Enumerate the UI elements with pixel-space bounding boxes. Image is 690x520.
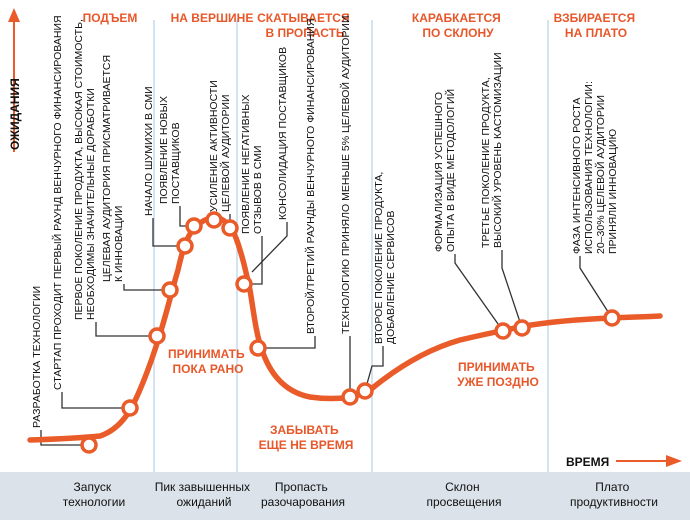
note-media-hype: НАЧАЛО ШУМИХИ В СМИ bbox=[143, 86, 155, 216]
y-axis-arrowhead bbox=[8, 8, 20, 22]
marker-11 bbox=[341, 388, 359, 406]
stage-label-trigger: Запуск технологии bbox=[63, 480, 125, 509]
leader-1 bbox=[40, 430, 89, 446]
marker-14 bbox=[513, 319, 531, 337]
curve-markers bbox=[80, 211, 621, 454]
phase-title-rise: ПОДЪЕМ bbox=[83, 11, 138, 25]
zone-label-too-early: ПРИНИМАТЬ ПОКА РАНО bbox=[168, 347, 248, 376]
zone-label-not-forget: ЗАБЫВАТЬ ЕЩЕ НЕ ВРЕМЯ bbox=[259, 423, 354, 452]
note-first-funding: СТАРТАП ПРОХОДИТ ПЕРВЫЙ РАУНД ВЕНЧУРНОГО… bbox=[51, 15, 64, 390]
marker-15 bbox=[603, 309, 621, 327]
leader-15 bbox=[579, 256, 613, 319]
marker-5 bbox=[176, 237, 194, 255]
stage-band bbox=[0, 472, 690, 520]
note-audience-looks: ЦЕЛЕВАЯ АУДИТОРИЯ ПРИСМАТРИВАЕТСЯ К ИННО… bbox=[101, 52, 125, 282]
phase-title-plateau: ВЗБИРАЕТСЯ НА ПЛАТО bbox=[554, 11, 639, 40]
note-third-generation: ТРЕТЬЕ ПОКОЛЕНИЕ ПРОДУКТА, ВЫСОКИЙ УРОВЕ… bbox=[480, 52, 504, 248]
stage-label-peak: Пик завышенных ожиданий bbox=[155, 480, 254, 509]
leader-9 bbox=[251, 222, 288, 273]
y-axis: ОЖИДАНИЯ bbox=[8, 8, 22, 152]
leader-3 bbox=[95, 322, 157, 337]
marker-3 bbox=[148, 327, 166, 345]
note-methodology: ФОРМАЛИЗАЦИЯ УСПЕШНОГО ОПЫТА В ВИДЕ МЕТО… bbox=[433, 89, 457, 252]
marker-7 bbox=[205, 211, 223, 229]
phase-title-climb: КАРАБКАЕТСЯ ПО СКЛОНУ bbox=[412, 11, 504, 40]
annotation-notes: РАЗРАБОТКА ТЕХНОЛОГИИ СТАРТАП ПРОХОДИТ П… bbox=[31, 15, 619, 428]
note-tech-development: РАЗРАБОТКА ТЕХНОЛОГИИ bbox=[31, 286, 43, 428]
leader-10 bbox=[258, 336, 316, 349]
x-axis: ВРЕМЯ bbox=[566, 455, 682, 469]
marker-1 bbox=[80, 436, 98, 454]
note-audience-activity: УСИЛЕНИЕ АКТИВНОСТИ ЦЕЛЕВОЙ АУДИТОРИИ bbox=[208, 77, 232, 212]
marker-12 bbox=[356, 382, 374, 400]
note-low-adoption: ТЕХНОЛОГИЮ ПРИНЯЛО МЕНЬШЕ 5% ЦЕЛЕВОЙ АУД… bbox=[339, 15, 352, 334]
note-second-funding: ВТОРОЙ/ТРЕТИЙ РАУНДЫ ВЕНЧУРНОГО ФИНАНСИР… bbox=[304, 19, 317, 334]
x-axis-arrowhead bbox=[666, 455, 682, 467]
zone-label-too-late: ПРИНИМАТЬ УЖЕ ПОЗДНО bbox=[457, 360, 539, 389]
leader-12 bbox=[364, 346, 384, 392]
y-axis-label: ОЖИДАНИЯ bbox=[8, 78, 22, 150]
leader-14 bbox=[501, 250, 523, 329]
note-first-generation: ПЕРВОЕ ПОКОЛЕНИЕ ПРОДУКТА, ВЫСОКАЯ СТОИМ… bbox=[73, 16, 97, 320]
leader-4 bbox=[123, 284, 170, 291]
marker-10 bbox=[249, 339, 267, 357]
zone-labels: ПРИНИМАТЬ ПОКА РАНО ЗАБЫВАТЬ ЕЩЕ НЕ ВРЕМ… bbox=[168, 347, 539, 452]
stage-label-slope: Склон просвещения bbox=[427, 480, 502, 509]
marker-13 bbox=[494, 322, 512, 340]
note-new-vendors: ПОЯВЛЕНИЕ НОВЫХ ПОСТАВЩИКОВ bbox=[158, 93, 182, 204]
note-second-generation: ВТОРОЕ ПОКОЛЕНИЕ ПРОДУКТА, ДОБАВЛЕНИЕ СЕ… bbox=[373, 169, 397, 344]
marker-9 bbox=[235, 275, 253, 293]
x-axis-label: ВРЕМЯ bbox=[566, 455, 609, 469]
stage-label-plateau: Плато продуктивности bbox=[570, 480, 658, 509]
marker-8 bbox=[221, 219, 239, 237]
note-intensive-growth: ФАЗА ИНТЕНСИВНОГО РОСТА ИСПОЛЬЗОВАНИЯ ТЕ… bbox=[571, 78, 619, 254]
marker-6 bbox=[185, 217, 203, 235]
note-negative-reviews: ПОЯВЛЕНИЕ НЕГАТИВНЫХ ОТЗЫВОВ В СМИ bbox=[240, 92, 264, 234]
phase-titles: ПОДЪЕМ НА ВЕРШИНЕ СКАТЫВАЕТСЯ В ПРОПАСТЬ… bbox=[83, 11, 639, 40]
leader-2 bbox=[61, 392, 130, 409]
leader-5 bbox=[152, 218, 185, 247]
phase-title-peak: НА ВЕРШИНЕ bbox=[171, 11, 254, 25]
phase-title-fall: СКАТЫВАЕТСЯ В ПРОПАСТЬ bbox=[257, 11, 353, 40]
hype-curve bbox=[27, 214, 663, 443]
stage-label-trough: Пропасть разочарования bbox=[261, 480, 345, 509]
stage-labels: Запуск технологии Пик завышенных ожидани… bbox=[63, 480, 658, 509]
leader-13 bbox=[454, 254, 504, 332]
leader-lines bbox=[40, 206, 613, 446]
marker-4 bbox=[161, 281, 179, 299]
marker-2 bbox=[121, 399, 139, 417]
note-vendor-consolidation: КОНСОЛИДАЦИЯ ПОСТАВЩИКОВ bbox=[277, 47, 289, 220]
